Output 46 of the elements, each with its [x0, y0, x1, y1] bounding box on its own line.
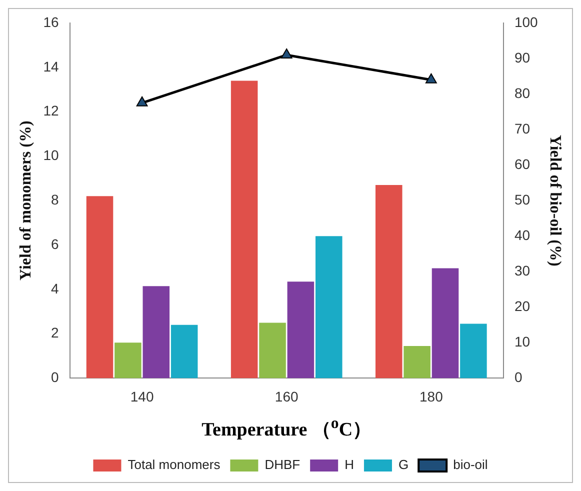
y-tick-label: 0 [50, 369, 59, 386]
point [425, 73, 437, 84]
x-tick-label: 180 [419, 388, 444, 404]
y-tick-label: 4 [50, 280, 59, 296]
legend-label: H [344, 457, 354, 472]
bar [460, 324, 487, 378]
bar [316, 236, 342, 378]
point [280, 48, 292, 58]
legend-label: DHBF [264, 457, 300, 472]
y2-tick-label: 20 [514, 298, 530, 314]
y2-tick-label: 0 [514, 369, 522, 386]
bar [114, 342, 142, 378]
y-axis-title: Yield of monomers (%) [18, 120, 35, 281]
bar [142, 286, 170, 378]
y-tick-label: 16 [43, 14, 59, 30]
bar [170, 324, 198, 378]
x-tick-label: 140 [130, 388, 154, 404]
bar [259, 322, 286, 378]
y2-axis-title: Yield of bio-oil (%) [546, 134, 564, 266]
y2-tick-label: 10 [514, 334, 530, 350]
y-tick-label: 6 [50, 236, 59, 252]
y2-tick-label: 30 [514, 262, 530, 278]
y-tick-label: 14 [43, 58, 59, 74]
y2-tick-label: 60 [514, 156, 530, 172]
y-tick-label: 12 [43, 102, 59, 119]
bar [375, 185, 402, 378]
bar [230, 80, 258, 378]
y-tick-label: 10 [43, 147, 59, 164]
point [136, 96, 148, 106]
legend-label: bio-oil [453, 457, 488, 472]
bar [86, 196, 114, 378]
y2-tick-label: 100 [514, 14, 538, 30]
bar [432, 268, 459, 378]
bar [404, 346, 430, 378]
y2-tick-label: 40 [514, 226, 530, 243]
y-tick-label: 2 [50, 324, 59, 341]
y2-tick-label: 80 [514, 84, 530, 101]
legend-label: Total monomers [128, 457, 221, 472]
bar [287, 282, 314, 378]
legend-label: G [398, 457, 409, 472]
x-axis-title: Temperature （$^{o}$C） [202, 415, 372, 442]
y2-tick-label: 70 [514, 120, 530, 136]
y-tick-label: 8 [50, 191, 59, 208]
x-tick-label: 160 [274, 388, 298, 404]
y2-tick-label: 50 [514, 191, 530, 208]
y2-tick-label: 90 [514, 49, 530, 66]
